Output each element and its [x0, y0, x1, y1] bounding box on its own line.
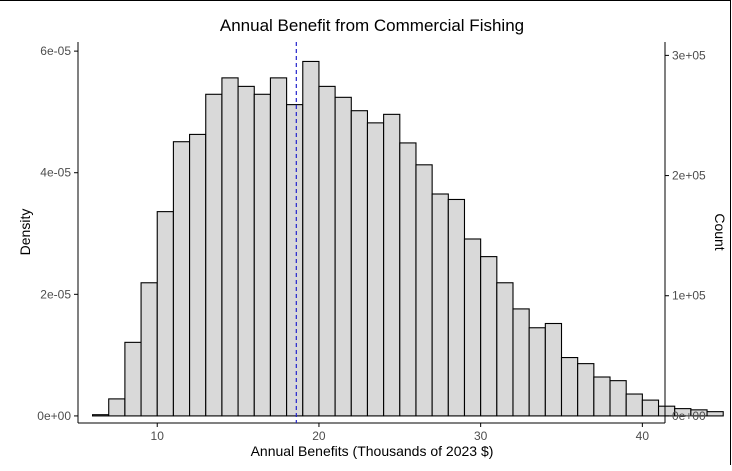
y-tick-label: 2e-05 — [40, 287, 71, 301]
histogram-bar — [124, 341, 142, 417]
histogram-bar — [577, 363, 595, 417]
axes-group — [77, 42, 666, 424]
histogram-bar — [189, 133, 207, 417]
histogram-bar — [350, 110, 369, 417]
histogram-bar — [512, 308, 530, 417]
histogram-bar — [609, 380, 627, 417]
histogram-bar — [593, 376, 611, 417]
x-axis-label: Annual Benefits (Thousands of 2023 $) — [251, 443, 494, 459]
histogram-bar — [544, 322, 563, 417]
histogram-bar — [560, 357, 579, 417]
y2-tick-label: 2e+05 — [672, 169, 706, 183]
y-tick-label: 0e+00 — [37, 409, 71, 423]
y2-tick-label: 3e+05 — [672, 48, 706, 62]
histogram-bar — [92, 414, 110, 417]
histogram-bar — [205, 93, 223, 417]
histogram-bar — [447, 198, 466, 417]
histogram-bar — [269, 77, 288, 417]
histogram-bar — [253, 93, 271, 417]
histogram-bar — [172, 141, 191, 417]
y-axis-label: Density — [17, 209, 33, 256]
y2-axis-label: Count — [712, 213, 728, 250]
histogram-bar — [108, 398, 126, 417]
histogram-bar — [706, 411, 724, 417]
chart-title: Annual Benefit from Commercial Fishing — [220, 16, 524, 35]
histogram-bar — [641, 399, 660, 417]
ticks-group: 10 20 30 40 0e+00 2e-05 4e-05 6e-05 0e+00 1e+05 2e… — [37, 44, 706, 443]
histogram-bar — [399, 142, 417, 417]
histogram-bar — [156, 211, 174, 417]
x-tick-label: 40 — [636, 429, 650, 443]
x-tick-label: 30 — [474, 429, 488, 443]
histogram-bar — [140, 282, 158, 417]
x-tick-label: 20 — [312, 429, 326, 443]
histogram-bar — [625, 393, 643, 417]
histogram-bar — [366, 122, 385, 417]
histogram-bar — [480, 256, 498, 417]
x-tick-label: 10 — [151, 429, 165, 443]
bars-group — [92, 60, 724, 417]
y-tick-label: 4e-05 — [40, 166, 71, 180]
histogram-bar — [431, 193, 449, 417]
histogram-bar — [221, 77, 239, 417]
histogram-bar — [237, 85, 255, 417]
histogram-bar — [383, 113, 401, 417]
y-tick-label: 6e-05 — [40, 44, 71, 58]
histogram-bar — [528, 327, 546, 417]
histogram-bar — [302, 60, 320, 417]
histogram-bar — [286, 104, 304, 417]
y2-tick-label: 0e+00 — [672, 409, 706, 423]
histogram-bar — [496, 282, 514, 417]
histogram-bar — [318, 85, 336, 417]
histogram-bar — [334, 96, 352, 417]
histogram-bar — [415, 164, 433, 417]
histogram-bar — [463, 238, 482, 417]
y2-tick-label: 1e+05 — [672, 289, 706, 303]
